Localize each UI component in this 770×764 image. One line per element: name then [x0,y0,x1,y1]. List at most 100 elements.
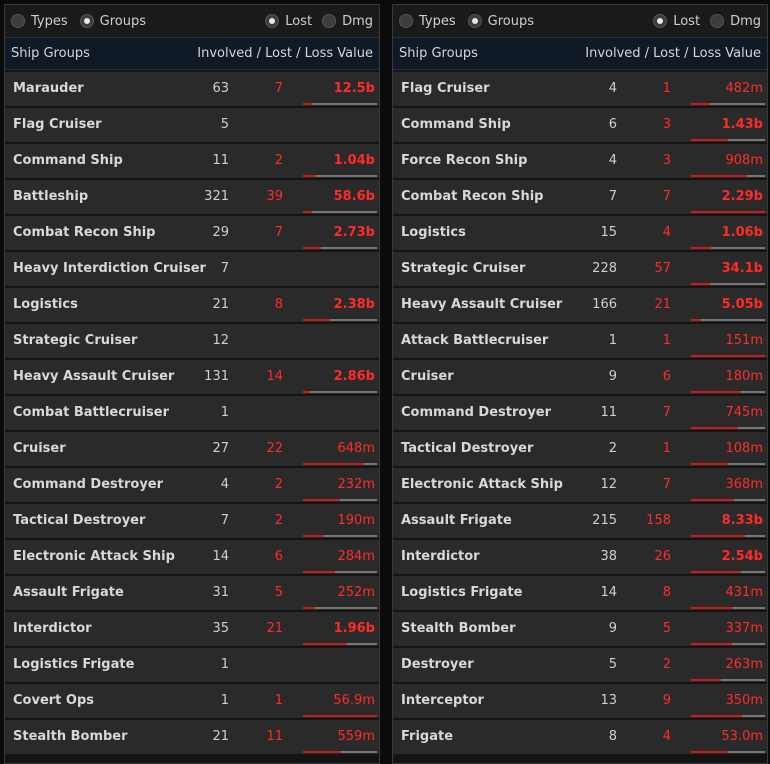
involved-count: 35 [212,621,229,636]
ship-group-row[interactable]: Combat Recon Ship 7 7 2.29b [393,180,767,214]
involved-count: 7 [608,189,617,204]
loss-value: 58.6b [333,189,375,204]
ship-group-name: Command Destroyer [13,477,164,492]
ship-group-row[interactable]: Tactical Destroyer 7 2 190m [5,504,379,538]
involved-count: 1 [220,693,229,708]
groups-radio[interactable]: Groups [467,14,534,29]
loss-ratio-fill [691,463,728,465]
lost-count: 2 [274,477,283,492]
types-radio[interactable]: Types [11,14,68,29]
ship-group-name: Stealth Bomber [13,729,128,744]
ship-group-row[interactable]: Assault Frigate 31 5 252m [5,576,379,610]
involved-count: 15 [600,225,617,240]
ship-group-name: Assault Frigate [401,513,512,528]
ship-group-row[interactable]: Battleship 321 39 58.6b [5,180,379,214]
loss-ratio-fill [691,283,710,285]
ship-group-row[interactable]: Command Destroyer 4 2 232m [5,468,379,502]
involved-count: 21 [212,729,229,744]
lost-radio[interactable]: Lost [653,14,700,29]
loss-value: 8.33b [721,513,763,528]
ship-group-row[interactable]: Combat Battlecruiser 1 [5,396,379,430]
lost-count: 7 [274,81,283,96]
involved-count: 11 [212,153,229,168]
loss-value: 2.73b [333,225,375,240]
ship-group-row[interactable]: Logistics 15 4 1.06b [393,216,767,250]
ship-group-row[interactable]: Flag Cruiser 4 1 482m [393,72,767,106]
types-radio[interactable]: Types [399,14,456,29]
loss-ratio-fill [303,715,377,717]
ship-group-row[interactable]: Marauder 63 7 12.5b [5,72,379,106]
lost-radio[interactable]: Lost [265,14,312,29]
ship-group-name: Flag Cruiser [401,81,490,96]
loss-ratio-bar [303,211,377,213]
lost-count: 39 [266,189,283,204]
involved-count: 215 [592,513,617,528]
ship-group-row[interactable]: Heavy Interdiction Cruiser 7 [5,252,379,286]
dmg-radio[interactable]: Dmg [322,14,373,29]
loss-ratio-fill [303,463,364,465]
lost-count: 3 [662,153,671,168]
dmg-radio[interactable]: Dmg [710,14,761,29]
ship-group-row[interactable]: Command Ship 6 3 1.43b [393,108,767,142]
lost-count: 158 [646,513,671,528]
loss-ratio-bar [691,427,765,429]
ship-group-row[interactable]: Cruiser 27 22 648m [5,432,379,466]
loss-value: 2.54b [721,549,763,564]
ship-group-row[interactable]: Combat Recon Ship 29 7 2.73b [5,216,379,250]
loss-ratio-fill [303,319,330,321]
ship-group-row[interactable]: Electronic Attack Ship 12 7 368m [393,468,767,502]
loss-ratio-fill [303,103,312,105]
ship-group-row[interactable]: Stealth Bomber 9 5 337m [393,612,767,646]
loss-ratio-bar [691,679,765,681]
ship-group-row[interactable]: Command Ship 11 2 1.04b [5,144,379,178]
groups-radio[interactable]: Groups [79,14,146,29]
lost-count: 21 [266,621,283,636]
radio-selected-icon [653,14,668,28]
ship-group-row[interactable]: Covert Ops 1 1 56.9m [5,684,379,718]
loss-ratio-fill [303,751,342,753]
ship-group-row[interactable]: Frigate 8 4 53.0m [393,720,767,754]
loss-ratio-fill [691,751,728,753]
ship-group-row[interactable]: Attack Battlecruiser 1 1 151m [393,324,767,358]
loss-ratio-bar [691,715,765,717]
involved-count: 1 [608,333,617,348]
ship-group-row[interactable]: Flag Cruiser 5 [5,108,379,142]
ship-group-row[interactable]: Cruiser 9 6 180m [393,360,767,394]
ship-group-row[interactable]: Electronic Attack Ship 14 6 284m [5,540,379,574]
ship-group-row[interactable]: Logistics Frigate 1 [5,648,379,682]
ship-group-row[interactable]: Tactical Destroyer 2 1 108m [393,432,767,466]
ship-group-row[interactable]: Logistics 21 8 2.38b [5,288,379,322]
ship-group-row[interactable]: Force Recon Ship 4 3 908m [393,144,767,178]
loss-ratio-fill [691,679,721,681]
loss-value: 2.86b [333,369,375,384]
ship-group-row[interactable]: Command Destroyer 11 7 745m [393,396,767,430]
ship-group-row[interactable]: Interceptor 13 9 350m [393,684,767,718]
ship-group-row[interactable]: Interdictor 35 21 1.96b [5,612,379,646]
ship-group-row[interactable]: Heavy Assault Cruiser 166 21 5.05b [393,288,767,322]
ship-group-name: Logistics Frigate [401,585,523,600]
involved-count: 321 [204,189,229,204]
loss-ratio-bar [303,391,377,393]
lost-count: 2 [662,657,671,672]
ship-group-row[interactable]: Destroyer 5 2 263m [393,648,767,682]
loss-ratio-fill [691,643,733,645]
lost-count: 7 [662,477,671,492]
lost-count: 11 [266,729,283,744]
loss-ratio-fill [691,247,711,249]
loss-value: 180m [725,369,763,384]
ship-group-row[interactable]: Heavy Assault Cruiser 131 14 2.86b [5,360,379,394]
lost-count: 22 [266,441,283,456]
ship-group-row[interactable]: Strategic Cruiser 228 57 34.1b [393,252,767,286]
involved-count: 5 [608,657,617,672]
loss-ratio-bar [691,103,765,105]
ship-group-row[interactable]: Assault Frigate 215 158 8.33b [393,504,767,538]
right-ship-groups-panel: Types Groups Lost Dmg Ship Groups Involv… [392,4,768,764]
ship-group-row[interactable]: Interdictor 38 26 2.54b [393,540,767,574]
ship-group-row[interactable]: Strategic Cruiser 12 [5,324,379,358]
ship-group-row[interactable]: Logistics Frigate 14 8 431m [393,576,767,610]
ship-group-row[interactable]: Stealth Bomber 21 11 559m [5,720,379,754]
ship-group-name: Command Ship [13,153,123,168]
involved-count: 2 [608,441,617,456]
loss-ratio-fill [691,211,765,213]
involved-count: 4 [220,477,229,492]
